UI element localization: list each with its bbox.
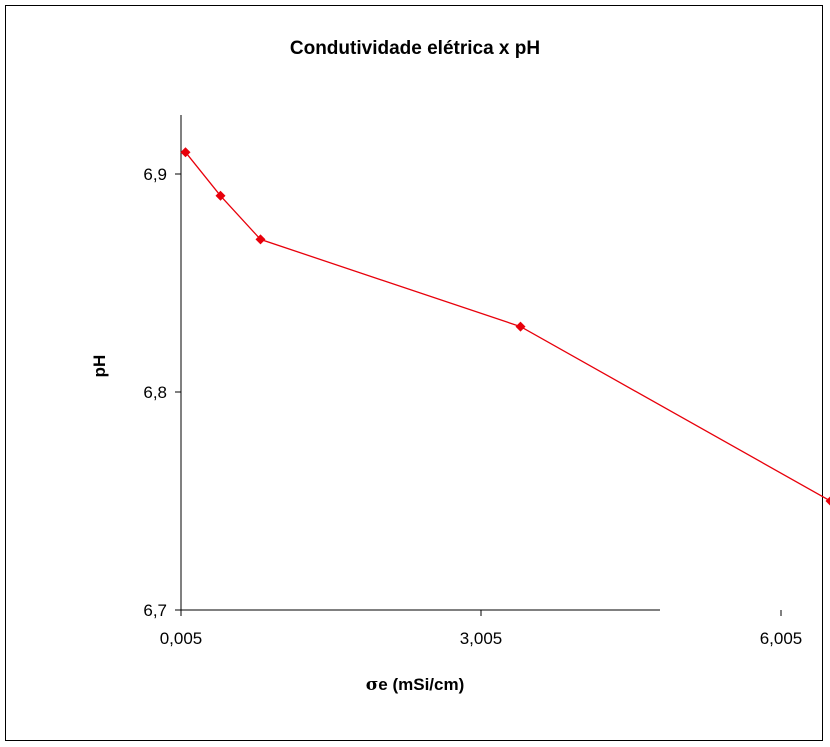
x-axis-label-text: e (mSi/cm) (378, 675, 465, 694)
chart-title: Condutividade elétrica x pH (289, 38, 541, 59)
data-point-marker (215, 190, 226, 201)
data-point-marker (825, 496, 830, 506)
data-point-marker (255, 234, 266, 245)
data-point-marker (180, 147, 191, 158)
y-tick-label: 6,8 (143, 383, 167, 402)
chart-frame (5, 5, 823, 741)
x-tick-label: 6,005 (760, 629, 803, 648)
x-axis-label: σe (mSi/cm) (0, 675, 830, 695)
data-point-marker (515, 321, 526, 332)
data-series (180, 147, 830, 506)
y-tick-label: 6,9 (143, 165, 167, 184)
y-tick-label: 6,7 (143, 601, 167, 620)
series-line (184, 151, 830, 502)
x-tick-label: 0,005 (160, 629, 203, 648)
axes: 6,7 6,8 6,9 0,005 3,005 6,005 (143, 115, 802, 648)
x-tick-label: 3,005 (460, 629, 503, 648)
x-axis-label-symbol: σ (365, 675, 379, 695)
